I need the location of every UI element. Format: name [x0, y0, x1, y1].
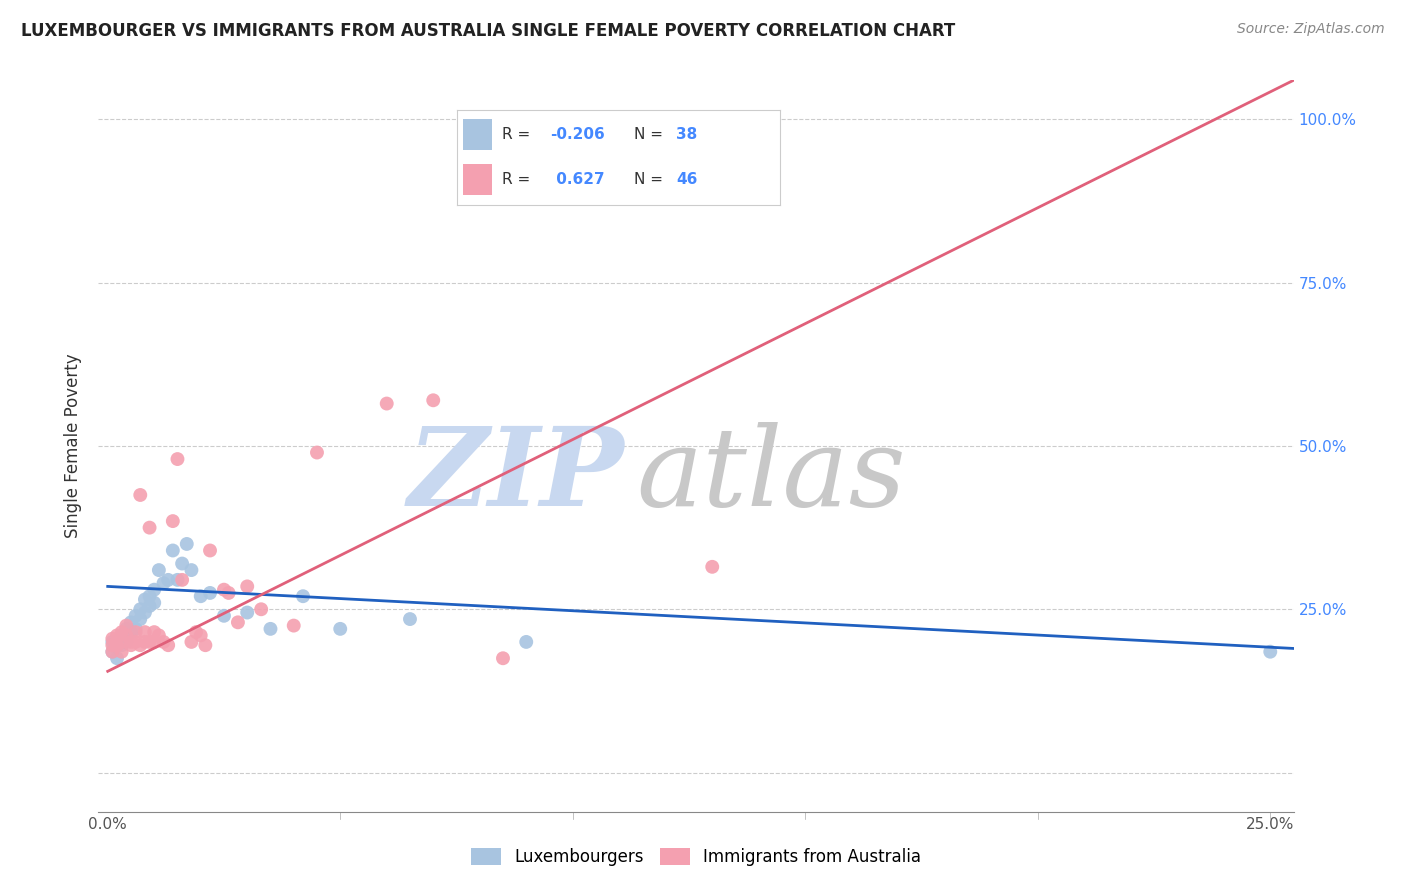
Point — [422, 393, 444, 408]
Point — [375, 396, 398, 410]
Point — [515, 635, 537, 649]
Point — [129, 638, 152, 652]
Point — [111, 625, 134, 640]
Point — [124, 635, 146, 649]
Point — [138, 599, 160, 613]
Point — [172, 573, 194, 587]
Point — [138, 589, 160, 603]
Point — [1258, 645, 1281, 659]
Point — [292, 589, 315, 603]
Point — [111, 628, 134, 642]
Point — [105, 628, 128, 642]
Point — [124, 625, 146, 640]
Point — [305, 445, 328, 459]
Point — [129, 488, 152, 502]
Point — [138, 521, 160, 535]
Point — [162, 543, 184, 558]
Point — [329, 622, 352, 636]
Point — [198, 586, 221, 600]
Point — [143, 582, 166, 597]
Point — [111, 635, 134, 649]
Point — [143, 596, 166, 610]
Point — [157, 573, 180, 587]
Point — [236, 606, 259, 620]
Point — [212, 582, 235, 597]
Point — [120, 635, 142, 649]
Point — [212, 608, 235, 623]
Point — [492, 651, 515, 665]
Point — [105, 651, 128, 665]
Point — [166, 573, 188, 587]
Point — [101, 645, 124, 659]
Point — [607, 152, 630, 166]
Point — [101, 635, 124, 649]
Point — [152, 576, 174, 591]
Text: ZIP: ZIP — [408, 422, 624, 529]
Point — [148, 563, 170, 577]
Point — [134, 592, 156, 607]
Point — [101, 638, 124, 652]
Point — [176, 537, 198, 551]
Point — [162, 514, 184, 528]
Point — [138, 635, 160, 649]
Point — [198, 543, 221, 558]
Point — [180, 563, 202, 577]
Point — [115, 628, 138, 642]
Point — [115, 618, 138, 632]
Point — [184, 625, 207, 640]
Point — [111, 638, 134, 652]
Point — [180, 635, 202, 649]
Point — [190, 589, 212, 603]
Point — [194, 638, 217, 652]
Point — [129, 602, 152, 616]
Point — [134, 635, 156, 649]
Point — [120, 615, 142, 630]
Point — [143, 635, 166, 649]
Point — [166, 452, 188, 467]
Point — [129, 612, 152, 626]
Point — [111, 645, 134, 659]
Point — [124, 622, 146, 636]
Point — [120, 638, 142, 652]
Point — [218, 586, 240, 600]
Point — [120, 625, 142, 640]
Point — [250, 602, 273, 616]
Point — [226, 615, 249, 630]
Point — [152, 635, 174, 649]
Point — [190, 628, 212, 642]
Point — [101, 645, 124, 659]
Point — [148, 628, 170, 642]
Legend: Luxembourgers, Immigrants from Australia: Luxembourgers, Immigrants from Australia — [464, 841, 928, 873]
Point — [115, 635, 138, 649]
Point — [134, 625, 156, 640]
Point — [105, 638, 128, 652]
Point — [399, 612, 422, 626]
Point — [236, 579, 259, 593]
Point — [115, 622, 138, 636]
Y-axis label: Single Female Poverty: Single Female Poverty — [65, 354, 83, 538]
Text: atlas: atlas — [637, 422, 905, 529]
Point — [607, 152, 630, 166]
Point — [283, 618, 305, 632]
Point — [157, 638, 180, 652]
Point — [143, 625, 166, 640]
Text: LUXEMBOURGER VS IMMIGRANTS FROM AUSTRALIA SINGLE FEMALE POVERTY CORRELATION CHAR: LUXEMBOURGER VS IMMIGRANTS FROM AUSTRALI… — [21, 22, 955, 40]
Point — [101, 632, 124, 646]
Point — [259, 622, 281, 636]
Point — [702, 559, 724, 574]
Point — [172, 557, 194, 571]
Text: Source: ZipAtlas.com: Source: ZipAtlas.com — [1237, 22, 1385, 37]
Point — [134, 606, 156, 620]
Point — [124, 608, 146, 623]
Point — [105, 638, 128, 652]
